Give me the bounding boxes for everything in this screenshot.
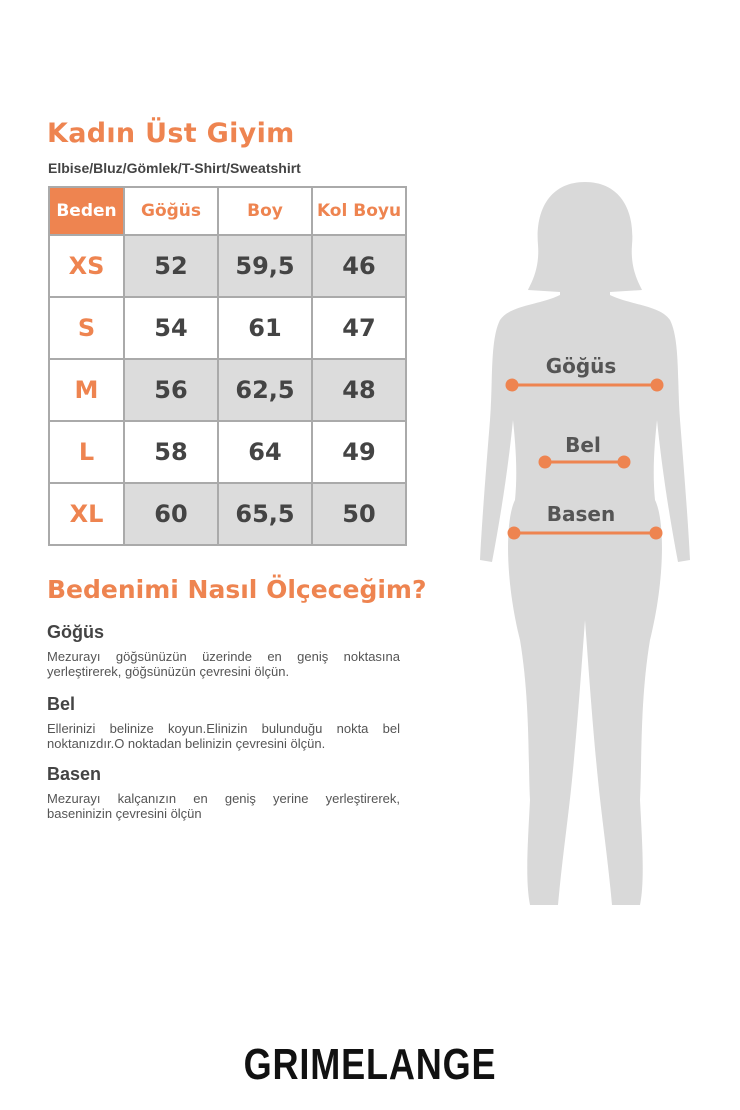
value-cell: 52 <box>123 234 219 298</box>
table-row: M 56 62,5 48 <box>48 358 407 422</box>
header-cell: Göğüs <box>123 186 219 236</box>
size-cell: XS <box>48 234 125 298</box>
value-cell: 54 <box>123 296 219 360</box>
hip-label: Basen <box>546 502 616 526</box>
value-cell: 61 <box>217 296 313 360</box>
header-cell: Boy <box>217 186 313 236</box>
section-gogus: Göğüs Mezurayı göğsünüzün üzerinde en ge… <box>47 622 400 679</box>
table-row: L 58 64 49 <box>48 420 407 484</box>
section-title: Bel <box>47 694 76 714</box>
chest-label: Göğüs <box>545 354 617 378</box>
section-text: Mezurayı göğsünüzün üzerinde en geniş no… <box>47 649 400 679</box>
value-cell: 50 <box>311 482 407 546</box>
value-cell: 49 <box>311 420 407 484</box>
section-title: Basen <box>47 764 102 784</box>
section-bel: Bel Ellerinizi belinize koyun.Elinizin b… <box>47 694 400 751</box>
value-cell: 56 <box>123 358 219 422</box>
header-cell: Kol Boyu <box>311 186 407 236</box>
waist-label: Bel <box>565 433 601 457</box>
size-cell: M <box>48 358 125 422</box>
value-cell: 58 <box>123 420 219 484</box>
section-text: Ellerinizi belinize koyun.Elinizin bulun… <box>47 721 400 751</box>
table-row: XL 60 65,5 50 <box>48 482 407 546</box>
body-silhouette <box>480 182 690 905</box>
value-cell: 62,5 <box>217 358 313 422</box>
page-title: Kadın Üst Giyim <box>47 118 295 149</box>
table-header: Beden Göğüs Boy Kol Boyu <box>48 186 407 236</box>
value-cell: 46 <box>311 234 407 298</box>
size-cell: XL <box>48 482 125 546</box>
howto-title: Bedenimi Nasıl Ölçeceğim? <box>47 575 427 604</box>
section-text: Mezurayı kalçanızın en geniş yerine yerl… <box>47 791 400 821</box>
value-cell: 64 <box>217 420 313 484</box>
size-table: Beden Göğüs Boy Kol Boyu XS 52 59,5 46 S… <box>48 186 407 546</box>
value-cell: 65,5 <box>217 482 313 546</box>
size-cell: S <box>48 296 125 360</box>
value-cell: 59,5 <box>217 234 313 298</box>
subtitle: Elbise/Bluz/Gömlek/T-Shirt/Sweatshirt <box>48 160 301 176</box>
value-cell: 47 <box>311 296 407 360</box>
table-row: XS 52 59,5 46 <box>48 234 407 298</box>
table-row: S 54 61 47 <box>48 296 407 360</box>
brand-logo: GRIMELANGE <box>243 1040 497 1089</box>
section-basen: Basen Mezurayı kalçanızın en geniş yerin… <box>47 764 400 821</box>
size-cell: L <box>48 420 125 484</box>
value-cell: 48 <box>311 358 407 422</box>
section-title: Göğüs <box>47 622 104 642</box>
value-cell: 60 <box>123 482 219 546</box>
header-cell: Beden <box>48 186 125 236</box>
